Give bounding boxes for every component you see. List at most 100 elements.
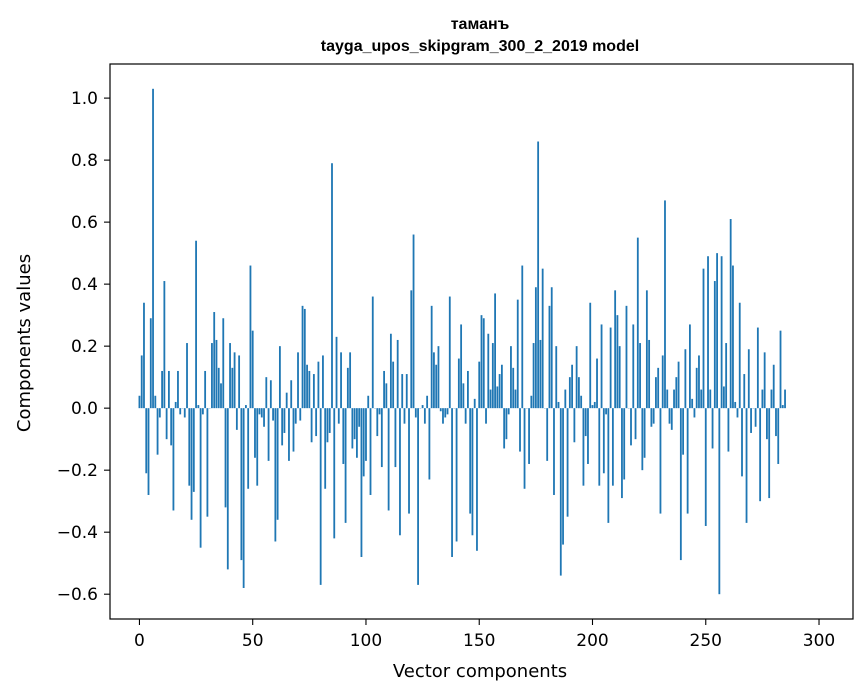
bar-87: [335, 336, 338, 409]
bar-203: [598, 408, 601, 486]
bar-95: [353, 408, 356, 440]
x-tick-label-50: 50: [242, 631, 264, 651]
x-tick-label-200: 200: [576, 631, 608, 651]
bar-245: [693, 408, 696, 418]
bar-28: [201, 408, 204, 415]
bar-196: [582, 408, 585, 486]
y-tick-label-7: 0.8: [71, 151, 98, 171]
bar-208: [609, 327, 612, 409]
bar-137: [448, 296, 451, 409]
bar-2: [143, 302, 145, 409]
bar-202: [596, 358, 598, 409]
bar-32: [211, 343, 213, 409]
y-tick-label-6: 0.6: [71, 213, 98, 233]
bar-68: [292, 408, 295, 452]
bar-24: [192, 408, 195, 492]
bar-284: [781, 405, 784, 409]
bar-186: [559, 408, 562, 576]
bar-16: [174, 401, 177, 409]
bar-136: [446, 408, 449, 415]
bar-20: [183, 408, 186, 418]
bar-99: [362, 408, 365, 477]
x-tick-label-250: 250: [690, 631, 722, 651]
bar-207: [607, 408, 610, 523]
bar-272: [754, 408, 757, 427]
bar-74: [306, 364, 308, 409]
bar-254: [713, 281, 716, 409]
bar-75: [308, 370, 311, 409]
bar-10: [161, 370, 163, 409]
bar-156: [491, 343, 494, 409]
bar-192: [573, 408, 576, 443]
bar-51: [254, 408, 256, 458]
bar-283: [779, 330, 782, 409]
bar-49: [249, 265, 252, 409]
bar-256: [718, 408, 721, 595]
bar-62: [278, 346, 281, 409]
bar-229: [657, 367, 660, 409]
bar-158: [496, 386, 499, 409]
bar-236: [673, 389, 675, 409]
bar-270: [750, 408, 752, 433]
x-tick-label-150: 150: [463, 631, 495, 651]
bar-176: [537, 141, 540, 409]
bar-102: [369, 408, 372, 495]
bar-190: [568, 377, 571, 409]
bar-247: [698, 355, 700, 409]
bar-0: [138, 395, 141, 409]
bar-173: [530, 395, 533, 409]
bar-265: [738, 302, 741, 409]
y-tick-label-2: −0.2: [57, 461, 98, 481]
bar-37: [222, 318, 225, 409]
bar-41: [231, 367, 234, 409]
bar-191: [571, 364, 574, 409]
bar-43: [235, 408, 238, 430]
y-tick-label-8: 1.0: [71, 89, 98, 109]
bar-181: [548, 305, 551, 409]
bar-84: [328, 408, 331, 433]
chart-title-line-2: tayga_upos_skipgram_300_2_2019 model: [321, 38, 639, 55]
bar-200: [591, 405, 594, 409]
bar-115: [399, 408, 401, 536]
bar-123: [417, 408, 419, 585]
bar-213: [621, 408, 623, 499]
bar-27: [199, 408, 202, 548]
bar-210: [614, 290, 617, 409]
bar-204: [600, 324, 603, 409]
bar-226: [650, 408, 653, 427]
bar-253: [711, 408, 714, 449]
bar-69: [294, 408, 297, 424]
bar-30: [206, 408, 209, 517]
bar-23: [190, 408, 193, 520]
bar-150: [478, 361, 481, 409]
bar-17: [177, 370, 179, 409]
bar-262: [732, 265, 734, 409]
bar-240: [682, 408, 685, 455]
bar-108: [383, 370, 385, 409]
bar-110: [387, 408, 390, 511]
bar-9: [158, 408, 161, 418]
bar-151: [480, 315, 483, 409]
bar-40: [229, 343, 231, 409]
bar-263: [734, 401, 737, 409]
bar-109: [385, 383, 388, 409]
bar-251: [707, 256, 709, 409]
bar-215: [625, 305, 628, 409]
bar-47: [245, 405, 247, 409]
bar-230: [659, 408, 662, 514]
bar-197: [584, 408, 587, 437]
bar-279: [770, 389, 773, 409]
bar-175: [534, 287, 537, 409]
y-tick-label-4: 0.2: [71, 337, 98, 357]
bar-111: [389, 333, 392, 409]
bar-206: [605, 408, 607, 415]
bar-276: [763, 352, 766, 409]
bar-221: [639, 343, 641, 409]
bar-222: [641, 408, 644, 471]
bar-71: [299, 408, 302, 421]
bar-7: [154, 395, 157, 409]
bar-54: [260, 408, 263, 418]
x-tick-label-300: 300: [803, 631, 835, 651]
bar-12: [165, 408, 168, 440]
bar-53: [258, 408, 261, 415]
